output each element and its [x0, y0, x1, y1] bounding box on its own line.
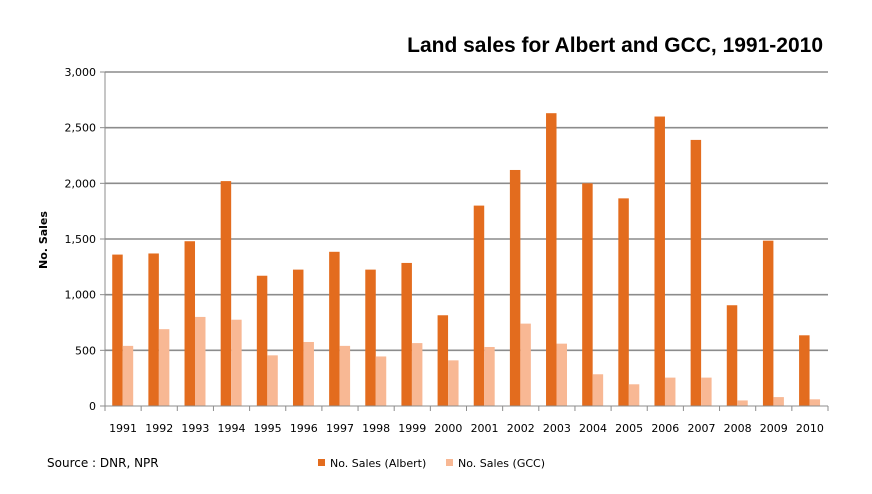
bar-albert-2002 [509, 169, 521, 406]
bar-gcc-2006 [664, 377, 676, 406]
x-tick-label: 1999 [398, 422, 426, 435]
bar-albert-2008 [726, 305, 738, 406]
bar-albert-1994 [220, 181, 232, 406]
bar-albert-2004 [582, 183, 593, 406]
bar-gcc-1995 [267, 355, 278, 406]
bar-albert-1997 [329, 251, 340, 406]
bar-gcc-2003 [556, 343, 567, 406]
gridlines [105, 71, 828, 352]
y-tick-label: 2,000 [65, 177, 97, 190]
y-axis-label: No. Sales [37, 211, 50, 269]
bar-albert-1991 [112, 254, 123, 406]
source-note: Source : DNR, NPR [47, 456, 159, 470]
bar-gcc-2001 [484, 346, 495, 406]
y-tick-label: 500 [75, 344, 96, 357]
x-tick-label: 2004 [579, 422, 607, 435]
x-axis-ticks: 1991 1992 1993 1994 1995 1996 1997 1998 1999 2000… [104, 406, 829, 435]
y-tick-label: 3,000 [65, 66, 97, 79]
legend-label-albert: No. Sales (Albert) [330, 457, 426, 470]
bars [112, 113, 821, 407]
x-tick-label: 1993 [181, 422, 209, 435]
x-tick-label: 1995 [254, 422, 282, 435]
x-tick-label: 1994 [218, 422, 246, 435]
bar-albert-2007 [690, 139, 702, 406]
bar-gcc-2004 [592, 374, 604, 406]
x-tick-label: 2007 [687, 422, 715, 435]
x-tick-label: 1992 [145, 422, 173, 435]
x-tick-label: 1997 [326, 422, 354, 435]
legend-swatch-albert [318, 459, 325, 466]
x-tick-label: 2002 [507, 422, 535, 435]
bar-gcc-1994 [231, 319, 242, 406]
y-tick-label: 1,500 [65, 233, 97, 246]
bar-gcc-1991 [122, 345, 134, 406]
bar-gcc-2005 [628, 384, 640, 406]
x-tick-label: 2009 [760, 422, 788, 435]
bar-albert-1998 [365, 269, 376, 406]
x-tick-label: 2006 [651, 422, 679, 435]
y-tick-label: 0 [89, 400, 96, 413]
x-tick-label: 1996 [290, 422, 318, 435]
bar-gcc-2010 [809, 399, 821, 406]
bar-albert-2009 [762, 240, 774, 406]
x-tick-label: 2008 [724, 422, 752, 435]
y-axis-ticks: 0 500 1,000 1,500 2,000 2,500 3,000 [65, 66, 105, 413]
chart-title: Land sales for Albert and GCC, 1991-2010 [407, 34, 823, 57]
bar-albert-1999 [401, 262, 412, 406]
bar-gcc-2009 [773, 397, 784, 406]
bar-albert-1996 [292, 269, 304, 406]
bar-gcc-1996 [303, 341, 314, 406]
y-tick-label: 1,000 [65, 289, 97, 302]
x-tick-label: 2005 [615, 422, 643, 435]
bar-albert-2001 [473, 205, 485, 406]
bar-albert-2006 [654, 116, 665, 407]
x-tick-label: 2000 [434, 422, 462, 435]
legend-swatch-gcc [446, 459, 453, 466]
bar-albert-2005 [618, 198, 629, 406]
bar-gcc-2007 [701, 377, 712, 406]
bar-gcc-1993 [195, 316, 206, 406]
bar-gcc-2000 [448, 360, 459, 406]
legend-label-gcc: No. Sales (GCC) [458, 457, 545, 470]
bar-albert-1993 [184, 241, 196, 406]
bar-gcc-1999 [411, 343, 423, 406]
x-tick-label: 1991 [109, 422, 137, 435]
bar-albert-1992 [148, 253, 159, 406]
bar-gcc-1992 [158, 329, 170, 406]
x-tick-label: 2010 [796, 422, 824, 435]
x-tick-label: 2001 [471, 422, 499, 435]
bar-albert-2010 [799, 335, 810, 406]
x-tick-label: 2003 [543, 422, 571, 435]
y-tick-label: 2,500 [65, 122, 97, 135]
bar-gcc-2008 [737, 400, 748, 406]
bar-gcc-1997 [339, 345, 351, 406]
bar-albert-2003 [546, 113, 557, 407]
bar-albert-1995 [256, 275, 268, 406]
x-tick-label: 1998 [362, 422, 390, 435]
legend: No. Sales (Albert) No. Sales (GCC) [318, 457, 545, 470]
bar-gcc-1998 [375, 356, 387, 406]
bar-albert-2000 [437, 315, 449, 406]
bar-gcc-2002 [520, 323, 531, 406]
